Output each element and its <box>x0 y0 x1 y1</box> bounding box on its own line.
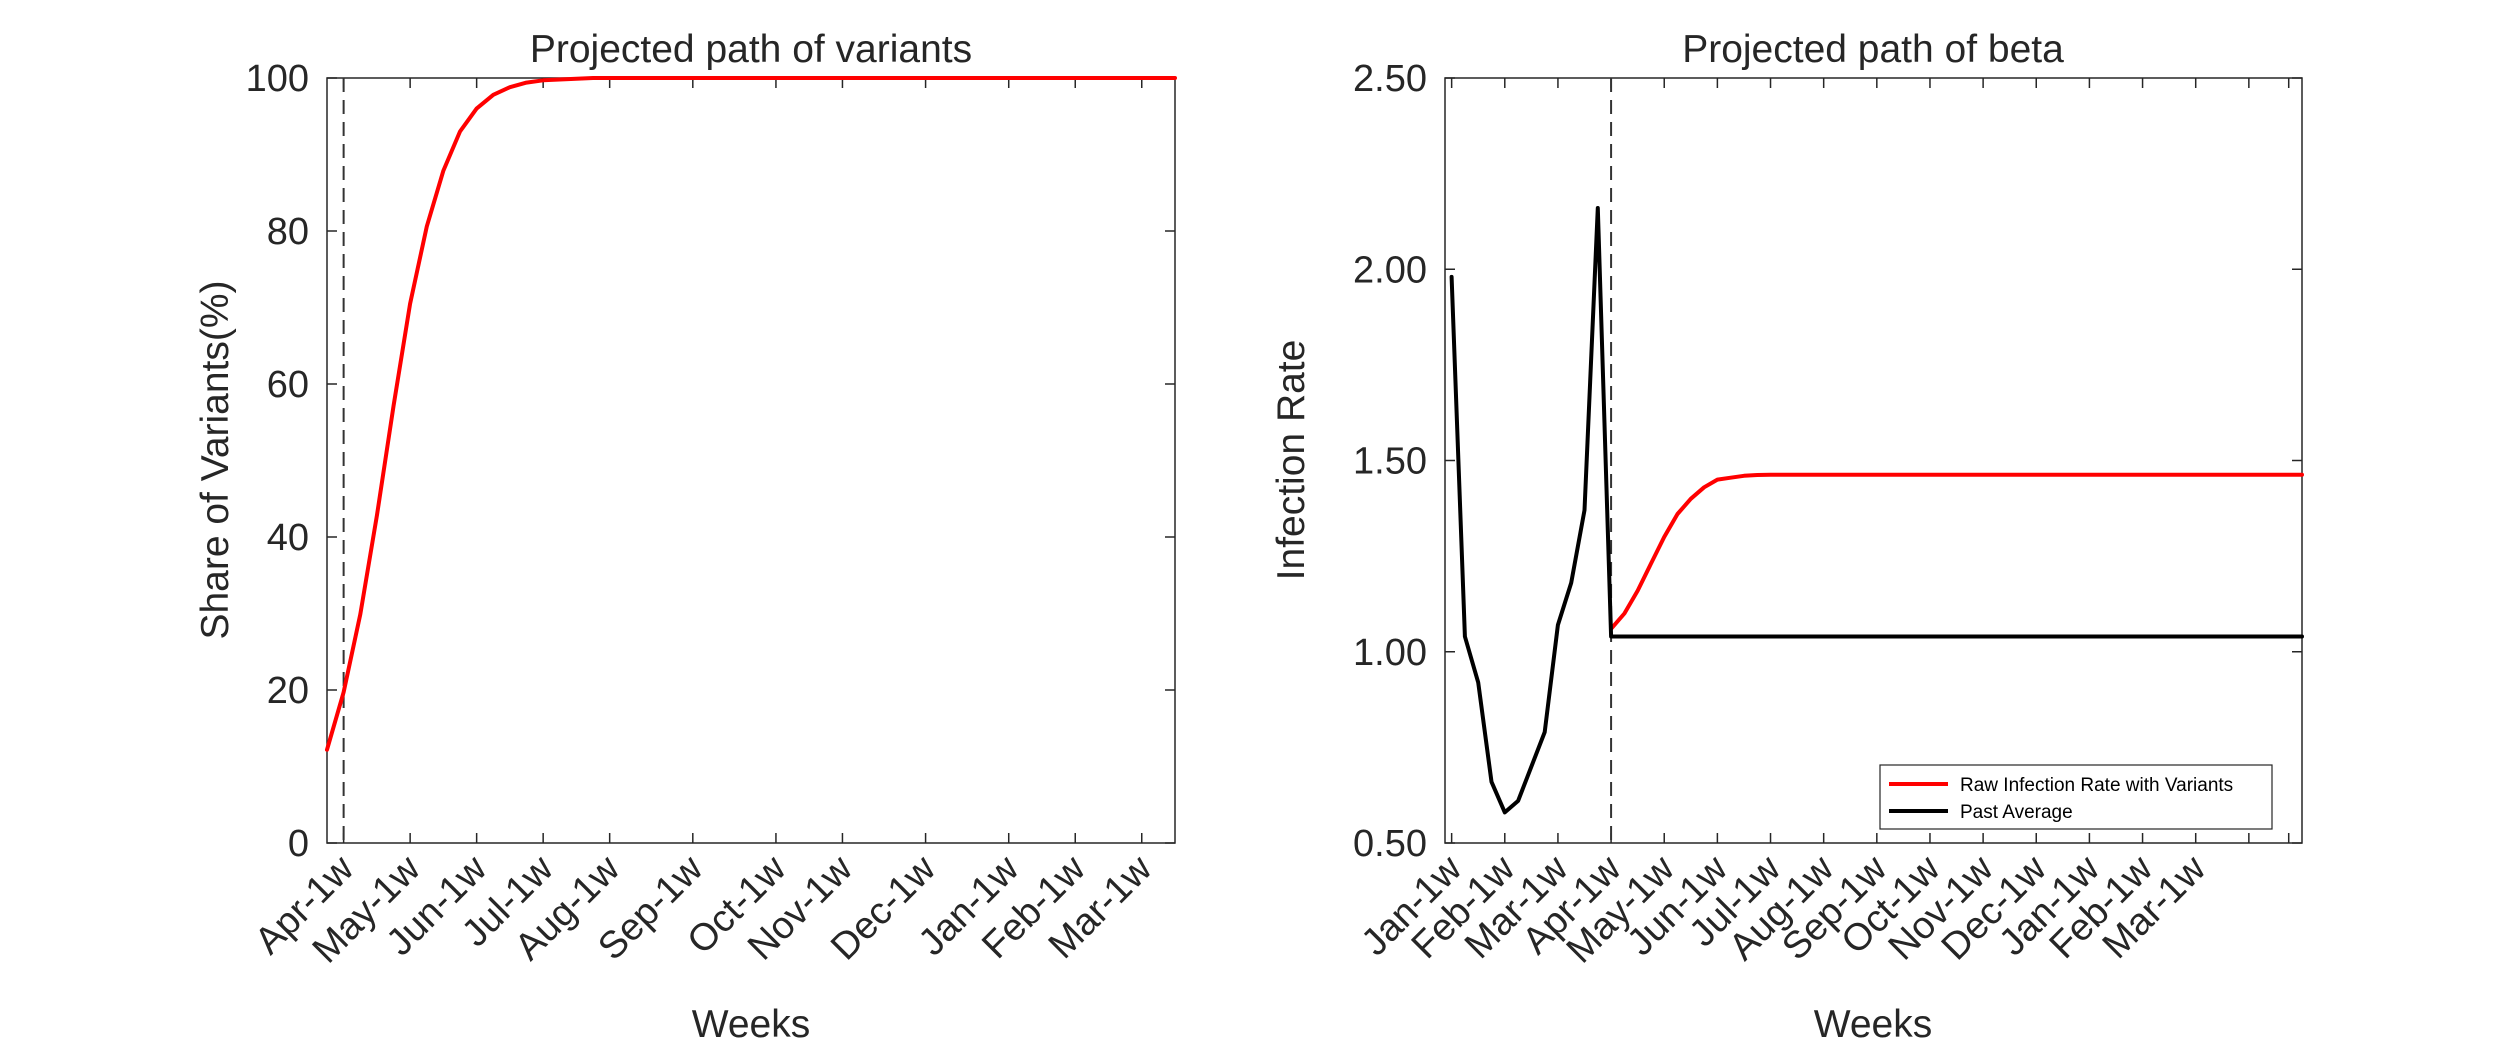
beta-ytick-label: 0.50 <box>1353 823 1427 865</box>
variants-chart-ylabel: Share of Variants(%) <box>194 280 237 639</box>
beta-line-raw-infection-rate-with-variants <box>1609 472 2304 631</box>
beta-legend: Raw Infection Rate with Variants Past Ave… <box>1879 764 2273 830</box>
beta-legend-box <box>1879 764 2273 830</box>
variants-ytick-label: 40 <box>267 517 309 559</box>
beta-line-past-average <box>1449 206 2304 815</box>
beta-chart-xlabel: Weeks <box>1814 1003 1933 1042</box>
beta-ytick-label: 2.50 <box>1353 58 1427 100</box>
variants-chart-xlabel: Weeks <box>692 1003 811 1042</box>
beta-legend-label: Raw Infection Rate with Variants <box>1960 775 2233 796</box>
variants-ytick-label: 0 <box>288 823 309 865</box>
variants-plot-frame <box>326 77 1176 844</box>
beta-ytick-label: 1.00 <box>1353 632 1427 674</box>
beta-chart: Projected path of beta Weeks Infection R… <box>1270 28 2304 1042</box>
beta-chart-ylabel: Infection Rate <box>1270 340 1313 581</box>
beta-ytick-label: 1.50 <box>1353 441 1427 483</box>
variants-ytick-label: 20 <box>267 670 309 712</box>
variants-line-series <box>325 76 1177 752</box>
variants-ytick-label: 100 <box>246 58 309 100</box>
variants-ytick-label: 60 <box>267 364 309 406</box>
beta-legend-label: Past Average <box>1960 802 2073 823</box>
variants-ytick-label: 80 <box>267 211 309 253</box>
beta-ytick-label: 2.00 <box>1353 249 1427 291</box>
variants-chart-title: Projected path of variants <box>530 28 972 71</box>
beta-chart-title: Projected path of beta <box>1682 28 2064 71</box>
beta-plot-frame <box>1444 77 2303 844</box>
variants-chart: Projected path of variants Weeks Share o… <box>194 28 1177 1042</box>
